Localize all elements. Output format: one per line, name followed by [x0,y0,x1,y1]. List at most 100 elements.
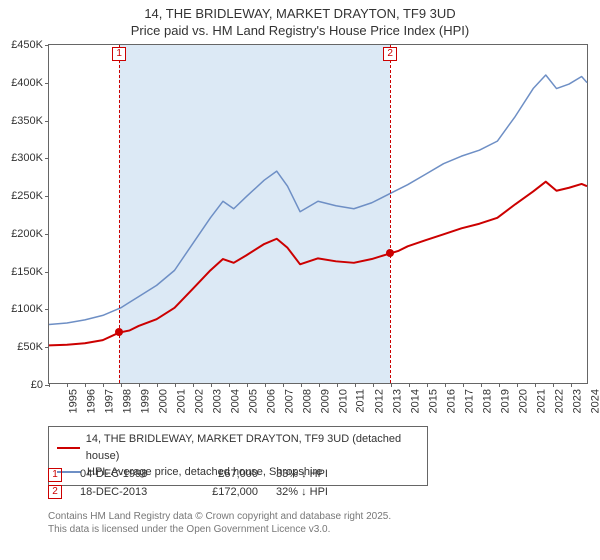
x-tick-label: 2010 [337,389,349,413]
x-tick-label: 2017 [463,389,475,413]
x-tick-mark [283,383,284,387]
y-tick-mark [45,121,49,122]
sales-table: 1 04-DEC-1998 £67,000 33% ↓ HPI218-DEC-2013… [48,466,366,501]
x-tick-mark [319,383,320,387]
sales-row: 1 04-DEC-1998 £67,000 33% ↓ HPI [48,466,366,484]
x-tick-label: 1998 [121,389,133,413]
legend-row: 14, THE BRIDLEWAY, MARKET DRAYTON, TF9 3… [57,431,419,464]
y-tick-label: £100K [11,303,49,315]
x-tick-label: 2006 [265,389,277,413]
x-tick-mark [337,383,338,387]
x-tick-label: 1996 [85,389,97,413]
x-tick-label: 2012 [373,389,385,413]
title-line-2: Price paid vs. HM Land Registry's House … [0,23,600,40]
series-svg [49,45,587,383]
x-tick-label: 2019 [499,389,511,413]
sale-marker [115,328,123,336]
y-tick-mark [45,272,49,273]
x-tick-mark [229,383,230,387]
x-tick-mark [499,383,500,387]
x-tick-label: 2004 [229,389,241,413]
x-tick-mark [157,383,158,387]
x-tick-mark [535,383,536,387]
x-tick-mark [211,383,212,387]
sale-marker [386,249,394,257]
x-tick-label: 2015 [427,389,439,413]
x-tick-mark [463,383,464,387]
x-tick-mark [301,383,302,387]
x-tick-label: 2011 [355,389,367,413]
sales-row-price: £67,000 [188,466,258,484]
y-tick-mark [45,347,49,348]
x-tick-mark [193,383,194,387]
x-tick-mark [445,383,446,387]
x-tick-label: 2009 [319,389,331,413]
sales-row-delta: 32% ↓ HPI [276,484,366,502]
x-tick-mark [427,383,428,387]
sales-row-date: 04-DEC-1998 [80,466,170,484]
x-tick-label: 2014 [409,389,421,413]
x-tick-mark [409,383,410,387]
chart-title: 14, THE BRIDLEWAY, MARKET DRAYTON, TF9 3… [0,0,600,40]
sales-row-delta: 33% ↓ HPI [276,466,366,484]
y-tick-mark [45,196,49,197]
sale-badge: 1 [112,47,126,61]
sales-row: 218-DEC-2013£172,00032% ↓ HPI [48,484,366,502]
x-tick-label: 2022 [553,389,565,413]
x-tick-label: 2023 [571,389,583,413]
x-tick-label: 2008 [301,389,313,413]
x-tick-mark [391,383,392,387]
y-tick-mark [45,83,49,84]
y-tick-label: £400K [11,77,49,89]
x-tick-mark [553,383,554,387]
sale-line [390,45,391,383]
sale-badge: 2 [383,47,397,61]
x-tick-label: 2016 [445,389,457,413]
legend-swatch [57,447,80,449]
y-tick-mark [45,309,49,310]
x-tick-mark [139,383,140,387]
x-tick-mark [67,383,68,387]
sales-row-badge: 2 [48,485,62,499]
sales-row-badge: 1 [48,468,62,482]
x-tick-label: 2001 [175,389,187,413]
x-tick-mark [571,383,572,387]
x-tick-label: 2013 [391,389,403,413]
x-tick-label: 2002 [193,389,205,413]
x-tick-label: 2020 [517,389,529,413]
x-tick-mark [103,383,104,387]
x-tick-label: 2021 [535,389,547,413]
x-tick-mark [85,383,86,387]
x-tick-mark [247,383,248,387]
footer-line-2: This data is licensed under the Open Gov… [48,523,391,536]
x-tick-label: 2018 [481,389,493,413]
series-hpi [49,75,587,324]
x-tick-label: 2005 [247,389,259,413]
x-tick-label: 2003 [211,389,223,413]
x-tick-label: 2000 [157,389,169,413]
plot-area: £0£50K£100K£150K£200K£250K£300K£350K£400… [48,44,588,384]
x-tick-mark [121,383,122,387]
x-tick-mark [481,383,482,387]
y-tick-label: £200K [11,228,49,240]
x-tick-mark [175,383,176,387]
title-line-1: 14, THE BRIDLEWAY, MARKET DRAYTON, TF9 3… [0,6,600,23]
footer-attribution: Contains HM Land Registry data © Crown c… [48,510,391,536]
x-tick-label: 1995 [67,389,79,413]
x-tick-label: 2007 [283,389,295,413]
y-tick-label: £350K [11,115,49,127]
y-tick-label: £300K [11,152,49,164]
y-tick-mark [45,158,49,159]
y-tick-label: £250K [11,190,49,202]
footer-line-1: Contains HM Land Registry data © Crown c… [48,510,391,523]
x-tick-label: 1997 [103,389,115,413]
x-tick-mark [373,383,374,387]
x-tick-label: 1999 [139,389,151,413]
series-price_paid [49,182,587,346]
y-tick-mark [45,45,49,46]
x-tick-mark [49,383,50,387]
y-tick-label: £150K [11,266,49,278]
x-tick-label: 2024 [589,389,600,413]
x-tick-mark [265,383,266,387]
y-tick-mark [45,234,49,235]
